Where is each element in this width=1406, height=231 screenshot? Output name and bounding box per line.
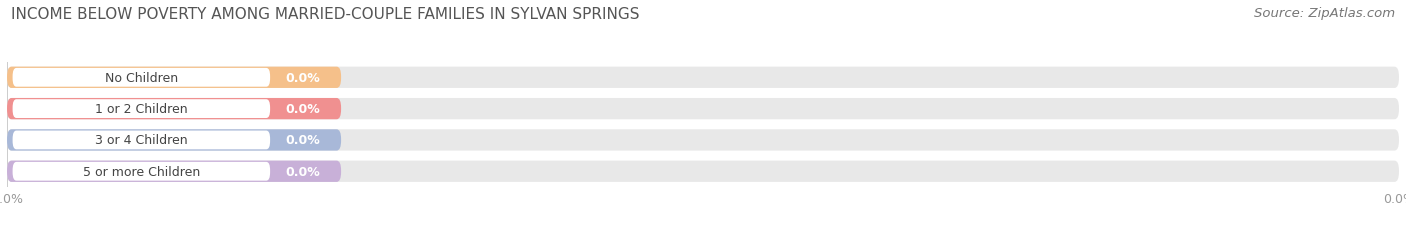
FancyBboxPatch shape bbox=[13, 69, 270, 87]
Text: 0.0%: 0.0% bbox=[285, 134, 321, 147]
FancyBboxPatch shape bbox=[7, 99, 1399, 120]
FancyBboxPatch shape bbox=[13, 131, 270, 150]
Text: 3 or 4 Children: 3 or 4 Children bbox=[96, 134, 187, 147]
FancyBboxPatch shape bbox=[7, 130, 342, 151]
FancyBboxPatch shape bbox=[13, 100, 270, 119]
FancyBboxPatch shape bbox=[7, 67, 342, 88]
Text: INCOME BELOW POVERTY AMONG MARRIED-COUPLE FAMILIES IN SYLVAN SPRINGS: INCOME BELOW POVERTY AMONG MARRIED-COUPL… bbox=[11, 7, 640, 22]
Text: Source: ZipAtlas.com: Source: ZipAtlas.com bbox=[1254, 7, 1395, 20]
FancyBboxPatch shape bbox=[13, 162, 270, 181]
Text: 1 or 2 Children: 1 or 2 Children bbox=[96, 103, 187, 116]
FancyBboxPatch shape bbox=[7, 161, 342, 182]
FancyBboxPatch shape bbox=[7, 67, 1399, 88]
Text: 0.0%: 0.0% bbox=[285, 103, 321, 116]
Text: 0.0%: 0.0% bbox=[285, 165, 321, 178]
Text: No Children: No Children bbox=[105, 71, 179, 85]
FancyBboxPatch shape bbox=[7, 161, 1399, 182]
FancyBboxPatch shape bbox=[7, 130, 1399, 151]
Text: 5 or more Children: 5 or more Children bbox=[83, 165, 200, 178]
Text: 0.0%: 0.0% bbox=[285, 71, 321, 85]
FancyBboxPatch shape bbox=[7, 99, 342, 120]
